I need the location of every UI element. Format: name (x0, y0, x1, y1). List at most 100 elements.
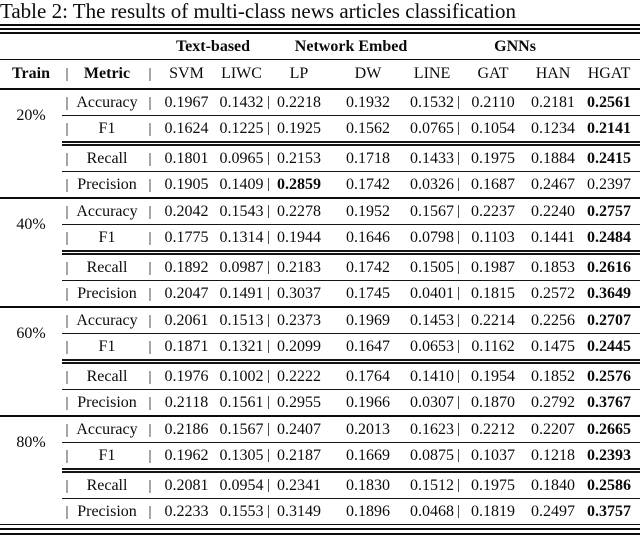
cell-dw: 0.1718 (330, 143, 406, 172)
cell-value: 0.2214 (471, 312, 515, 329)
metric-label: Precision (72, 389, 142, 417)
cell-svm: 0.1967 (158, 89, 215, 116)
cell-value: 0.1870 (471, 394, 515, 411)
cell-value: 0.2415 (587, 150, 631, 167)
column-separator: | (65, 286, 68, 302)
row-separator: | (62, 115, 72, 146)
cell-value: 0.1801 (165, 150, 209, 167)
cell-value: 0.1646 (346, 229, 390, 246)
cell-value: 0.1002 (220, 368, 264, 385)
cell-value: 0.2141 (587, 120, 631, 137)
row-separator: | (62, 442, 72, 473)
cell-value: 0.0798 (410, 229, 454, 246)
row-separator: | (62, 171, 72, 199)
metric-label: Precision (72, 280, 142, 308)
cell-line: 0.1512 | (406, 470, 460, 499)
cell-value: 0.2576 (587, 368, 631, 385)
cell-value: 0.2707 (587, 312, 631, 329)
column-header-dw: DW (330, 59, 406, 90)
cell-hgat: 0.2665 (578, 416, 640, 443)
cell-value: 0.1840 (531, 477, 575, 494)
group-header-spacer (142, 34, 158, 60)
cell-value: 0.1852 (531, 368, 575, 385)
row-separator: | (142, 416, 158, 443)
cell-dw: 0.1742 (330, 252, 406, 281)
cell-value: 0.0401 (410, 285, 454, 302)
cell-dw: 0.1966 (330, 389, 406, 417)
metric-label: F1 (72, 115, 142, 146)
column-separator: | (457, 229, 460, 246)
column-separator: | (148, 121, 151, 137)
cell-value: 0.1505 (410, 259, 454, 276)
cell-dw: 0.1647 (330, 333, 406, 364)
cell-line: 0.0307 | (406, 389, 460, 417)
row-20%-recall: | Recall | 0.1801 0.0965 | 0.2153 0.1718 0.1433 |… (0, 143, 640, 172)
cell-value: 0.1775 (165, 229, 209, 246)
cell-value: 0.1925 (277, 120, 321, 137)
cell-value: 0.1433 (410, 150, 454, 167)
cell-han: 0.1218 (528, 442, 579, 473)
column-header-gat: GAT (458, 59, 529, 90)
cell-value: 0.2484 (587, 229, 631, 246)
cell-liwc: 0.1567 | (215, 416, 270, 443)
cell-value: 0.1932 (346, 94, 390, 111)
cell-han: 0.1853 (528, 252, 579, 281)
column-separator: | (65, 504, 68, 520)
cell-liwc: 0.1321 | (215, 333, 270, 364)
cell-dw: 0.1896 (330, 498, 406, 525)
cell-han: 0.2497 (528, 498, 579, 525)
cell-value: 0.1830 (346, 477, 390, 494)
cell-hgat: 0.2393 (578, 442, 640, 473)
cell-value: 0.1553 (220, 503, 264, 520)
cell-value: 0.1218 (531, 447, 575, 464)
row-separator: | (62, 389, 72, 417)
row-40%-precision: | Precision | 0.2047 0.1491 | 0.3037 0.1745 0.04… (0, 280, 640, 308)
cell-value: 0.1410 (410, 368, 454, 385)
cell-line: 0.0798 | (406, 224, 460, 255)
cell-gat: 0.1975 (458, 143, 529, 172)
group-header-gnns: GNNs (458, 34, 640, 60)
cell-hgat: 0.2576 (578, 361, 640, 390)
column-separator: | (267, 421, 270, 438)
cell-liwc: 0.1553 | (215, 498, 270, 525)
cell-lp: 0.2218 (268, 89, 330, 116)
cell-svm: 0.2081 (158, 470, 215, 499)
cell-gat: 0.1815 (458, 280, 529, 308)
column-separator: | (457, 285, 460, 302)
bottom-double-rule (0, 528, 640, 535)
row-40%-recall: | Recall | 0.1892 0.0987 | 0.2183 0.1742 0.1505 |… (0, 252, 640, 281)
cell-lp: 0.2407 (268, 416, 330, 443)
cell-dw: 0.1742 (330, 171, 406, 199)
cell-value: 0.1975 (471, 477, 515, 494)
cell-value: 0.1966 (346, 394, 390, 411)
row-separator: | (142, 361, 158, 390)
cell-line: 0.0326 | (406, 171, 460, 199)
cell-han: 0.2181 (528, 89, 579, 116)
column-separator: | (267, 229, 270, 246)
cell-value: 0.1718 (346, 150, 390, 167)
cell-dw: 0.2013 (330, 416, 406, 443)
cell-liwc: 0.0954 | (215, 470, 270, 499)
metric-label: F1 (72, 333, 142, 364)
column-separator: | (267, 94, 270, 111)
column-separator: | (457, 259, 460, 276)
cell-liwc: 0.1513 | (215, 307, 270, 334)
cell-value: 0.1815 (471, 285, 515, 302)
row-20%-accuracy: 20% | Accuracy | 0.1967 0.1432 | 0.2218 0.1932 0.… (0, 89, 640, 199)
cell-lp: 0.2153 (268, 143, 330, 172)
cell-value: 0.1987 (471, 259, 515, 276)
cell-line: 0.1433 | (406, 143, 460, 172)
cell-value: 0.2110 (471, 94, 514, 111)
metric-label: Accuracy (72, 416, 142, 443)
cell-value: 0.2186 (165, 421, 209, 438)
row-separator: | (142, 498, 158, 525)
cell-value: 0.1624 (165, 120, 209, 137)
cell-svm: 0.2186 (158, 416, 215, 443)
column-separator: | (148, 339, 151, 355)
cell-gat: 0.1103 (458, 224, 529, 255)
column-header-line: LINE| (406, 59, 459, 90)
cell-value: 0.2183 (277, 259, 321, 276)
row-separator: | (142, 333, 158, 364)
row-80%-recall: | Recall | 0.2081 0.0954 | 0.2341 0.1830 0.1512 |… (0, 470, 640, 499)
cell-gat: 0.1687 (458, 171, 529, 199)
